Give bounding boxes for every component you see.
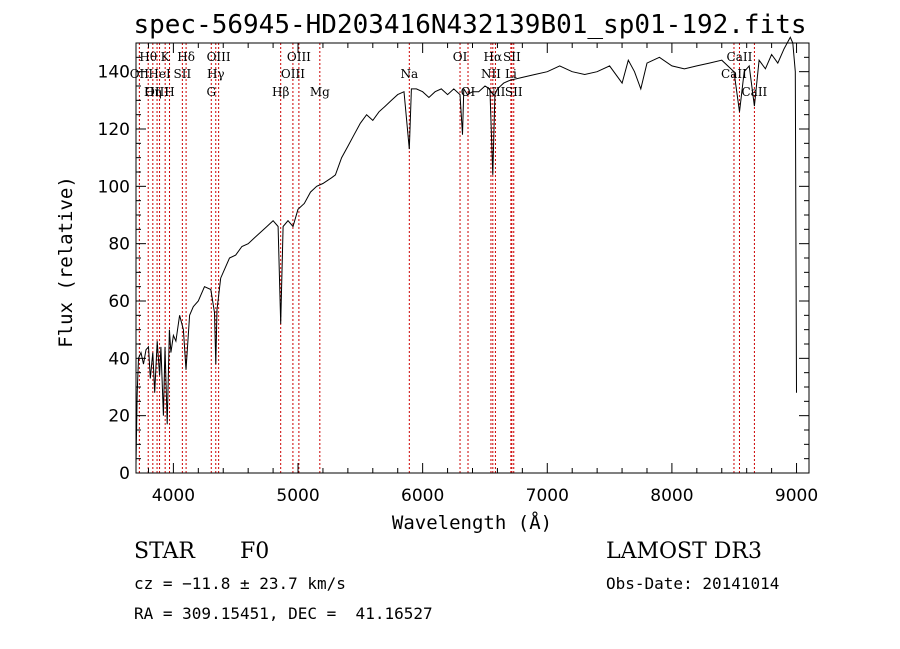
spectral-line-label: Hθ bbox=[139, 50, 157, 64]
x-tick-label: 5000 bbox=[276, 486, 319, 506]
y-tick-label: 60 bbox=[108, 292, 130, 312]
redshift: cz = −11.8 ± 23.7 km/s bbox=[134, 574, 346, 593]
x-tick-label: 4000 bbox=[152, 486, 195, 506]
x-ticks: 4000 5000 6000 7000 8000 9000 bbox=[147, 43, 818, 506]
y-tick-label: 140 bbox=[98, 63, 130, 83]
y-tick-label: 100 bbox=[98, 177, 130, 197]
spectral-line-label: Mg bbox=[310, 85, 330, 99]
spectral-line-label: HeI bbox=[148, 67, 171, 81]
spectral-line-label: Li bbox=[505, 67, 517, 81]
spectral-line-label: Na bbox=[400, 67, 418, 81]
x-tick-label: 9000 bbox=[775, 486, 818, 506]
x-axis-title: Wavelength (Å) bbox=[392, 511, 552, 534]
spectral-line-label: SII bbox=[174, 67, 192, 81]
y-tick-label: 80 bbox=[108, 235, 130, 255]
y-tick-label: 40 bbox=[108, 349, 130, 369]
spectrum-line bbox=[135, 36, 797, 465]
spectral-line-label: OIII bbox=[287, 50, 311, 64]
y-tick-label: 20 bbox=[108, 407, 130, 427]
spectral-line-label: OIII bbox=[281, 67, 305, 81]
spectral-line-label: NII bbox=[481, 67, 501, 81]
y-tick-label: 120 bbox=[98, 120, 130, 140]
spectral-line-label: CaII bbox=[727, 50, 753, 64]
chart-title: spec-56945-HD203416N432139B01_sp01-192.f… bbox=[133, 10, 806, 40]
coordinates: RA = 309.15451, DEC = 41.16527 bbox=[134, 604, 433, 623]
spectral-line-label: OI bbox=[461, 85, 476, 99]
obs-date: Obs-Date: 20141014 bbox=[606, 574, 780, 593]
y-axis-title: Flux (relative) bbox=[55, 176, 77, 348]
spectral-line-label: CaII bbox=[741, 85, 767, 99]
x-tick-label: 8000 bbox=[650, 486, 693, 506]
spectral-line-label: K bbox=[161, 50, 171, 64]
x-tick-label: 7000 bbox=[526, 486, 569, 506]
subclass: F0 bbox=[240, 539, 270, 564]
y-ticks: 0 20 40 60 80 100 120 140 bbox=[98, 56, 809, 484]
spectral-line-label: G bbox=[206, 85, 216, 99]
spectral-line-label: Hδ bbox=[177, 50, 195, 64]
spectral-line-label: SII bbox=[503, 50, 521, 64]
spectral-line-label: OII bbox=[130, 67, 150, 81]
object-class: STAR bbox=[134, 539, 195, 564]
spectral-line-label: SII bbox=[505, 85, 523, 99]
spectral-line-label: Hβ bbox=[272, 85, 289, 99]
spectral-line-label: Hη bbox=[144, 85, 162, 99]
survey-name: LAMOST DR3 bbox=[606, 539, 762, 564]
spectral-line-label: OI bbox=[453, 50, 468, 64]
spectral-line-label: Hα bbox=[484, 50, 503, 64]
spectral-line-label: Hγ bbox=[207, 67, 225, 81]
line-labels: Hθ OII OIII K HeI Hη H Hδ SII OIII Hγ G Hβ OIII OIII Mg… bbox=[130, 50, 768, 99]
spectral-line-label: OIII bbox=[207, 50, 231, 64]
x-tick-label: 6000 bbox=[401, 486, 444, 506]
plot-frame bbox=[135, 42, 810, 474]
y-tick-label: 0 bbox=[119, 464, 130, 484]
spectral-line-label: OIII bbox=[145, 85, 169, 99]
spectral-line-label: H bbox=[164, 85, 174, 99]
line-markers bbox=[138, 43, 755, 473]
